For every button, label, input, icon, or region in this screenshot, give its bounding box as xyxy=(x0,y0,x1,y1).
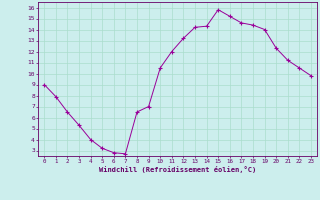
X-axis label: Windchill (Refroidissement éolien,°C): Windchill (Refroidissement éolien,°C) xyxy=(99,166,256,173)
